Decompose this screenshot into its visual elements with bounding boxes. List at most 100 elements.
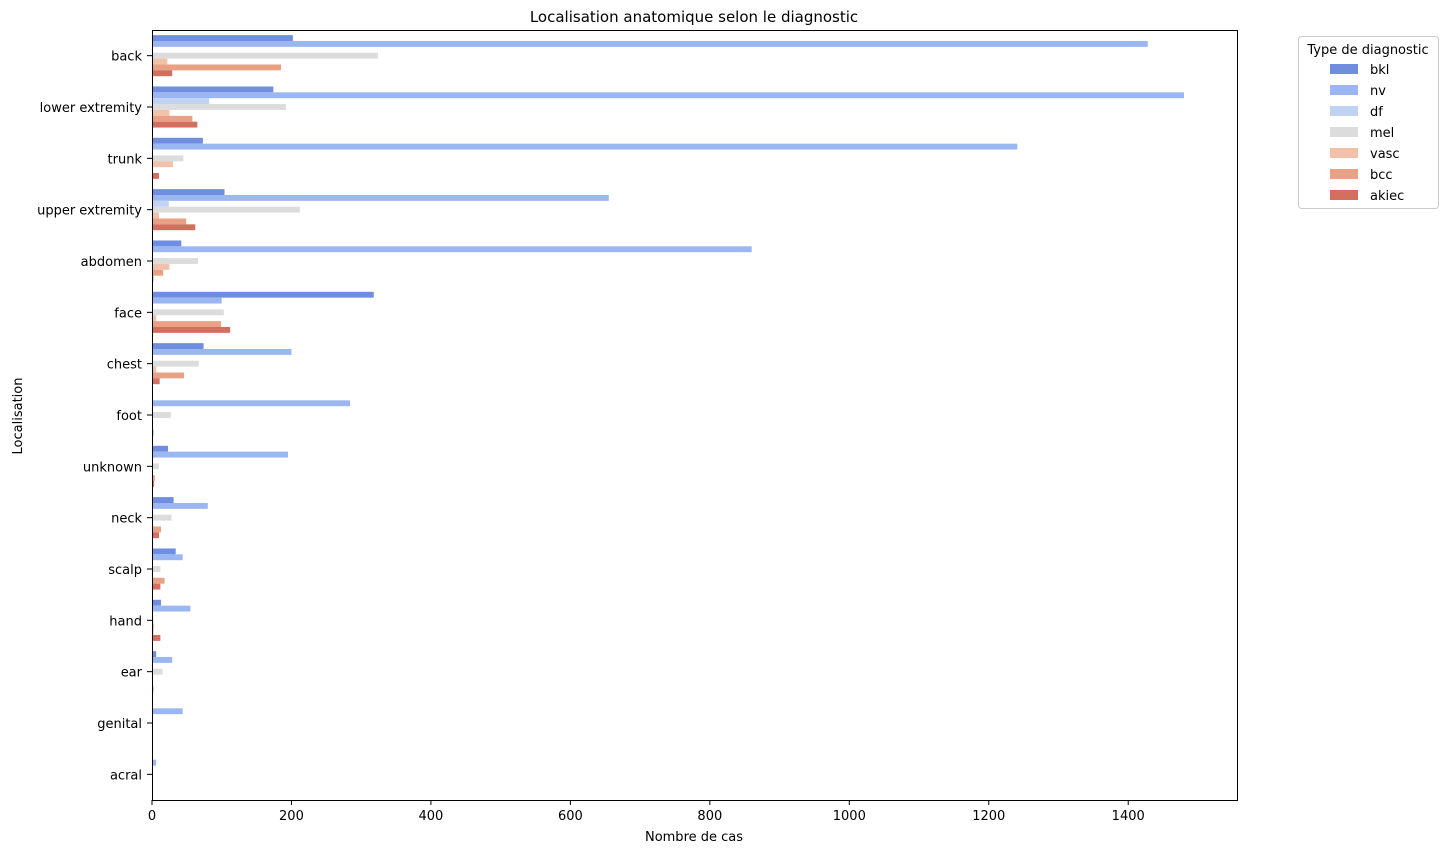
bar-bcc-3 bbox=[152, 218, 187, 225]
bar-nv-8 bbox=[152, 451, 288, 458]
bar-akiec-0 bbox=[152, 70, 173, 77]
bar-bkl-3 bbox=[152, 189, 225, 195]
bar-vasc-4 bbox=[152, 263, 170, 270]
legend-label-vasc: vasc bbox=[1370, 147, 1400, 162]
bar-bkl-6 bbox=[152, 343, 204, 349]
bar-nv-3 bbox=[152, 195, 609, 201]
y-tick-label-11: hand bbox=[109, 614, 142, 629]
bar-vasc-1 bbox=[152, 109, 170, 116]
bar-bcc-9 bbox=[152, 526, 162, 533]
y-axis-label: Localisation bbox=[11, 378, 26, 455]
bar-akiec-1 bbox=[152, 121, 198, 128]
bar-mel-3 bbox=[152, 206, 300, 213]
bar-akiec-3 bbox=[152, 224, 196, 231]
bar-bcc-1 bbox=[152, 115, 193, 122]
bar-mel-9 bbox=[152, 514, 172, 521]
y-tick-label-1: lower extremity bbox=[40, 101, 143, 116]
y-tick-label-8: unknown bbox=[83, 460, 142, 475]
bar-vasc-2 bbox=[152, 161, 173, 168]
y-tick-label-2: trunk bbox=[108, 152, 143, 167]
x-tick-label-1: 200 bbox=[279, 809, 304, 824]
x-tick-label-3: 600 bbox=[558, 809, 583, 824]
bars-group bbox=[152, 35, 1185, 766]
legend-label-df: df bbox=[1370, 105, 1383, 120]
legend: Type de diagnostic bkl nv df mel vasc bcc akie… bbox=[1298, 36, 1439, 209]
bar-bkl-0 bbox=[152, 35, 293, 41]
y-tick-label-14: acral bbox=[110, 768, 142, 783]
bar-vasc-6 bbox=[152, 366, 157, 373]
legend-swatch-mel bbox=[1330, 127, 1358, 137]
legend-swatch-bkl bbox=[1330, 64, 1358, 74]
bar-vasc-11 bbox=[152, 623, 155, 630]
bar-mel-10 bbox=[152, 566, 161, 572]
bar-vasc-3 bbox=[152, 212, 159, 219]
bar-bkl-11 bbox=[152, 599, 162, 606]
y-tick-label-3: upper extremity bbox=[37, 204, 142, 219]
bar-bkl-2 bbox=[152, 137, 203, 144]
bar-mel-2 bbox=[152, 155, 184, 162]
x-tick-label-5: 1000 bbox=[833, 809, 866, 824]
chart-title: Localisation anatomique selon le diagnos… bbox=[530, 8, 858, 26]
legend-swatch-bcc bbox=[1330, 169, 1358, 179]
legend-frame bbox=[1298, 36, 1439, 209]
bar-bkl-1 bbox=[152, 86, 274, 93]
bar-nv-7 bbox=[152, 400, 351, 407]
legend-swatch-df bbox=[1330, 106, 1358, 116]
bar-mel-12 bbox=[152, 668, 163, 675]
y-axis-ticks: back lower extremity trunk upper extremity a… bbox=[37, 50, 152, 783]
bar-bkl-12 bbox=[152, 651, 157, 657]
bar-mel-7 bbox=[152, 412, 171, 418]
legend-label-akiec: akiec bbox=[1370, 189, 1404, 204]
bar-bcc-8 bbox=[152, 475, 155, 481]
bar-mel-1 bbox=[152, 104, 286, 110]
legend-swatch-akiec bbox=[1330, 190, 1358, 200]
bar-bcc-0 bbox=[152, 64, 281, 71]
legend-swatch-nv bbox=[1330, 85, 1358, 95]
y-tick-label-7: foot bbox=[116, 409, 142, 424]
legend-title: Type de diagnostic bbox=[1306, 43, 1428, 58]
y-tick-label-4: abdomen bbox=[81, 255, 142, 270]
bar-vasc-0 bbox=[152, 58, 168, 65]
bar-bcc-6 bbox=[152, 372, 185, 379]
legend-swatch-vasc bbox=[1330, 148, 1358, 158]
bar-bkl-5 bbox=[152, 291, 374, 298]
y-tick-label-13: genital bbox=[97, 717, 142, 732]
legend-label-nv: nv bbox=[1370, 84, 1386, 99]
bar-bcc-10 bbox=[152, 577, 165, 584]
y-tick-label-10: scalp bbox=[108, 563, 142, 578]
bar-nv-11 bbox=[152, 605, 191, 612]
y-tick-label-6: chest bbox=[107, 358, 142, 373]
x-axis-label: Nombre de cas bbox=[645, 830, 743, 845]
y-tick-label-0: back bbox=[111, 50, 142, 65]
bar-bkl-10 bbox=[152, 548, 176, 555]
x-axis-ticks: 0 200 400 600 800 1000 1200 1400 bbox=[148, 800, 1145, 824]
bar-nv-4 bbox=[152, 246, 752, 253]
bar-bkl-9 bbox=[152, 497, 174, 503]
bar-nv-1 bbox=[152, 92, 1185, 99]
bar-bkl-8 bbox=[152, 445, 169, 452]
bar-mel-0 bbox=[152, 52, 378, 59]
legend-items: bkl nv df mel vasc bcc akiec bbox=[1330, 63, 1404, 204]
bar-vasc-5 bbox=[152, 315, 157, 322]
x-tick-label-6: 1200 bbox=[972, 809, 1005, 824]
plot-frame bbox=[152, 30, 1238, 801]
bar-df-3 bbox=[152, 200, 169, 207]
bar-bkl-4 bbox=[152, 240, 182, 247]
x-tick-label-0: 0 bbox=[148, 809, 156, 824]
bar-akiec-6 bbox=[152, 378, 160, 385]
x-tick-label-7: 1400 bbox=[1112, 809, 1145, 824]
bar-nv-14 bbox=[152, 759, 157, 766]
legend-label-mel: mel bbox=[1370, 126, 1394, 141]
bar-akiec-10 bbox=[152, 583, 161, 590]
bar-akiec-8 bbox=[152, 481, 155, 487]
bar-nv-5 bbox=[152, 297, 222, 304]
bar-nv-13 bbox=[152, 708, 183, 715]
bar-nv-9 bbox=[152, 503, 208, 509]
bar-nv-2 bbox=[152, 143, 1018, 150]
bar-akiec-11 bbox=[152, 635, 161, 641]
bar-nv-6 bbox=[152, 349, 292, 355]
x-tick-label-4: 800 bbox=[697, 809, 722, 824]
bar-nv-10 bbox=[152, 554, 183, 561]
x-tick-label-2: 400 bbox=[419, 809, 444, 824]
